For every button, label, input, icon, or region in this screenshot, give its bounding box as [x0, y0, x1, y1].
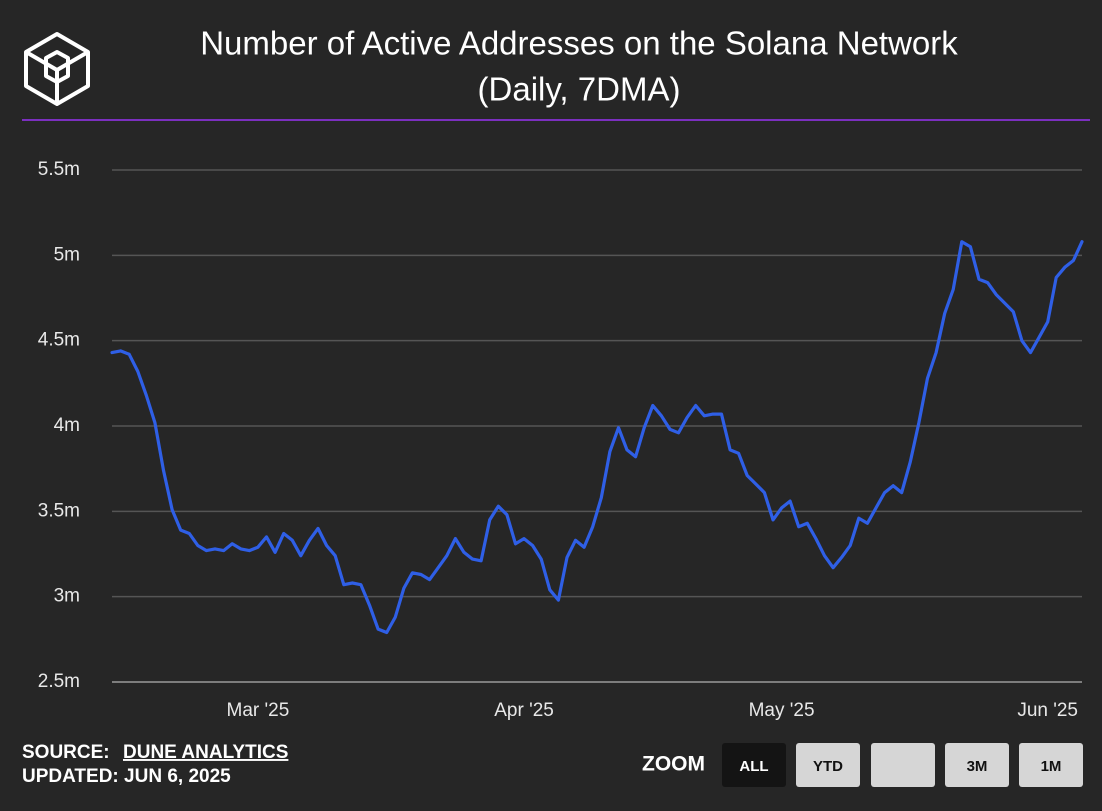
x-tick-label: May '25 [749, 700, 815, 721]
source-link[interactable]: DUNE ANALYTICS [123, 742, 288, 763]
zoom-button[interactable]: 1M [1019, 743, 1083, 787]
x-tick-label: Jun '25 [1017, 700, 1078, 721]
zoom-button-label[interactable]: 1M [1041, 758, 1062, 775]
chart-subtitle: (Daily, 7DMA) [478, 71, 681, 108]
y-tick-label: 2.5m [38, 671, 80, 692]
zoom-button-bg [1019, 743, 1083, 787]
y-tick-label: 5.5m [38, 159, 80, 180]
zoom-button-bg [945, 743, 1009, 787]
chart-title: Number of Active Addresses on the Solana… [200, 25, 958, 62]
y-tick-label: 3.5m [38, 500, 80, 521]
zoom-button[interactable]: 3M [945, 743, 1009, 787]
zoom-button-label[interactable]: ALL [739, 758, 768, 775]
y-tick-label: 3m [54, 586, 80, 607]
logo [24, 32, 90, 106]
zoom-button-bg [796, 743, 860, 787]
updated-date: UPDATED: JUN 6, 2025 [22, 766, 231, 787]
zoom-button[interactable]: ALL [722, 743, 786, 787]
y-tick-label: 4m [54, 415, 80, 436]
y-tick-label: 4.5m [38, 330, 80, 351]
data-line [110, 240, 1084, 635]
zoom-button-bg [722, 743, 786, 787]
zoom-button[interactable]: YTD [796, 743, 860, 787]
zoom-button-label[interactable]: 3M [967, 758, 988, 775]
zoom-label: ZOOM [642, 753, 705, 776]
y-tick-label: 5m [54, 244, 80, 265]
source-label: SOURCE: [22, 742, 110, 763]
x-tick-label: Apr '25 [494, 700, 554, 721]
x-tick-label: Mar '25 [227, 700, 290, 721]
zoom-button-label[interactable]: YTD [813, 758, 843, 775]
zoom-button[interactable] [871, 743, 935, 787]
zoom-button-bg [871, 743, 935, 787]
